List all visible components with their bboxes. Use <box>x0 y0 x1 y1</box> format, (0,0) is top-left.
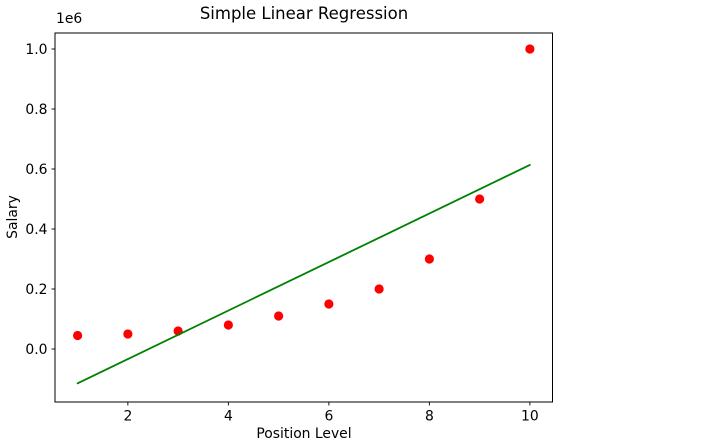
plot-border <box>54 32 553 403</box>
y-axis-offset-label: 1e6 <box>56 11 83 27</box>
x-tick-label: 4 <box>224 409 233 425</box>
x-tick-label: 6 <box>324 409 333 425</box>
x-tick-label: 10 <box>521 409 539 425</box>
y-tick-label: 0.2 <box>25 282 47 298</box>
data-point <box>274 311 284 321</box>
data-point <box>324 299 334 309</box>
y-tick-label: 0.4 <box>25 222 47 238</box>
y-tick-label: 0.0 <box>25 342 47 358</box>
regression-line <box>76 164 531 385</box>
y-tick-label: 0.8 <box>25 102 47 118</box>
data-point <box>374 284 384 294</box>
data-point <box>223 320 233 330</box>
chart-title: Simple Linear Regression <box>199 4 409 23</box>
y-axis-label: Salary <box>5 195 22 239</box>
data-point <box>123 329 133 339</box>
data-point <box>475 194 485 204</box>
y-tick-label: 0.6 <box>25 162 47 178</box>
data-point <box>73 330 83 341</box>
x-tick-label: 8 <box>425 409 434 425</box>
x-tick-label: 2 <box>123 409 132 425</box>
data-point <box>525 44 535 54</box>
data-point <box>424 254 434 264</box>
x-axis-label: Position Level <box>256 426 352 442</box>
y-tick-label: 1.0 <box>25 42 47 58</box>
